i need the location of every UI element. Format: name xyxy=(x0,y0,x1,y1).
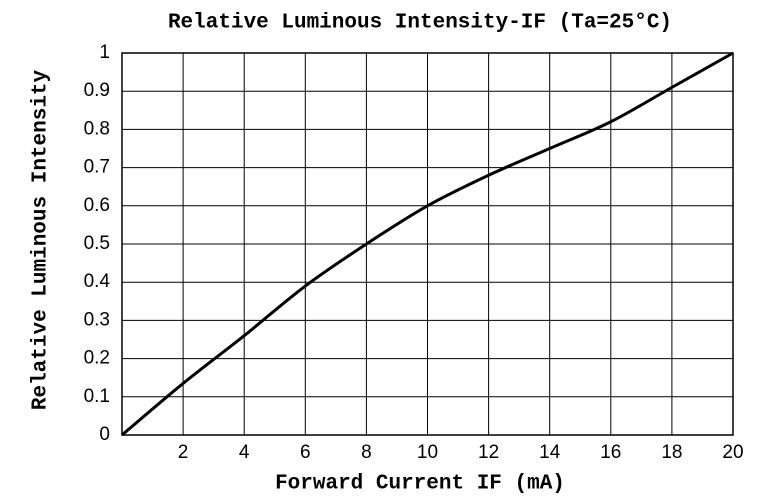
y-tick-label: 1 xyxy=(99,42,110,63)
y-tick-label: 0.7 xyxy=(84,157,110,178)
plot-frame xyxy=(121,52,734,436)
y-tick-label: 0.1 xyxy=(84,386,110,407)
x-tick-label: 12 xyxy=(478,442,499,463)
y-tick-label: 0.2 xyxy=(84,348,110,369)
x-tick-label: 18 xyxy=(661,442,682,463)
x-tick-label: 10 xyxy=(417,442,438,463)
y-tick-label: 0.8 xyxy=(84,118,110,139)
x-tick-label: 6 xyxy=(300,442,311,463)
y-tick-label: 0.5 xyxy=(84,233,110,254)
x-tick-label: 4 xyxy=(239,442,250,463)
y-tick-label: 0 xyxy=(99,424,110,445)
x-tick-label: 16 xyxy=(600,442,621,463)
data-line xyxy=(121,51,734,437)
x-tick-label: 20 xyxy=(722,442,743,463)
y-tick-label: 0.3 xyxy=(84,309,110,330)
y-axis-label: Relative Luminous Intensity xyxy=(30,69,53,410)
chart-title: Relative Luminous Intensity-IF (Ta=25°C) xyxy=(168,12,672,35)
y-tick-label: 0.6 xyxy=(84,195,110,216)
y-tick-label: 0.9 xyxy=(84,80,110,101)
x-tick-label: 14 xyxy=(539,442,561,463)
x-tick-label: 8 xyxy=(361,442,372,463)
x-tick-label: 2 xyxy=(178,442,189,463)
x-axis-label: Forward Current IF (mA) xyxy=(275,473,565,496)
y-tick-label: 0.4 xyxy=(84,271,111,292)
